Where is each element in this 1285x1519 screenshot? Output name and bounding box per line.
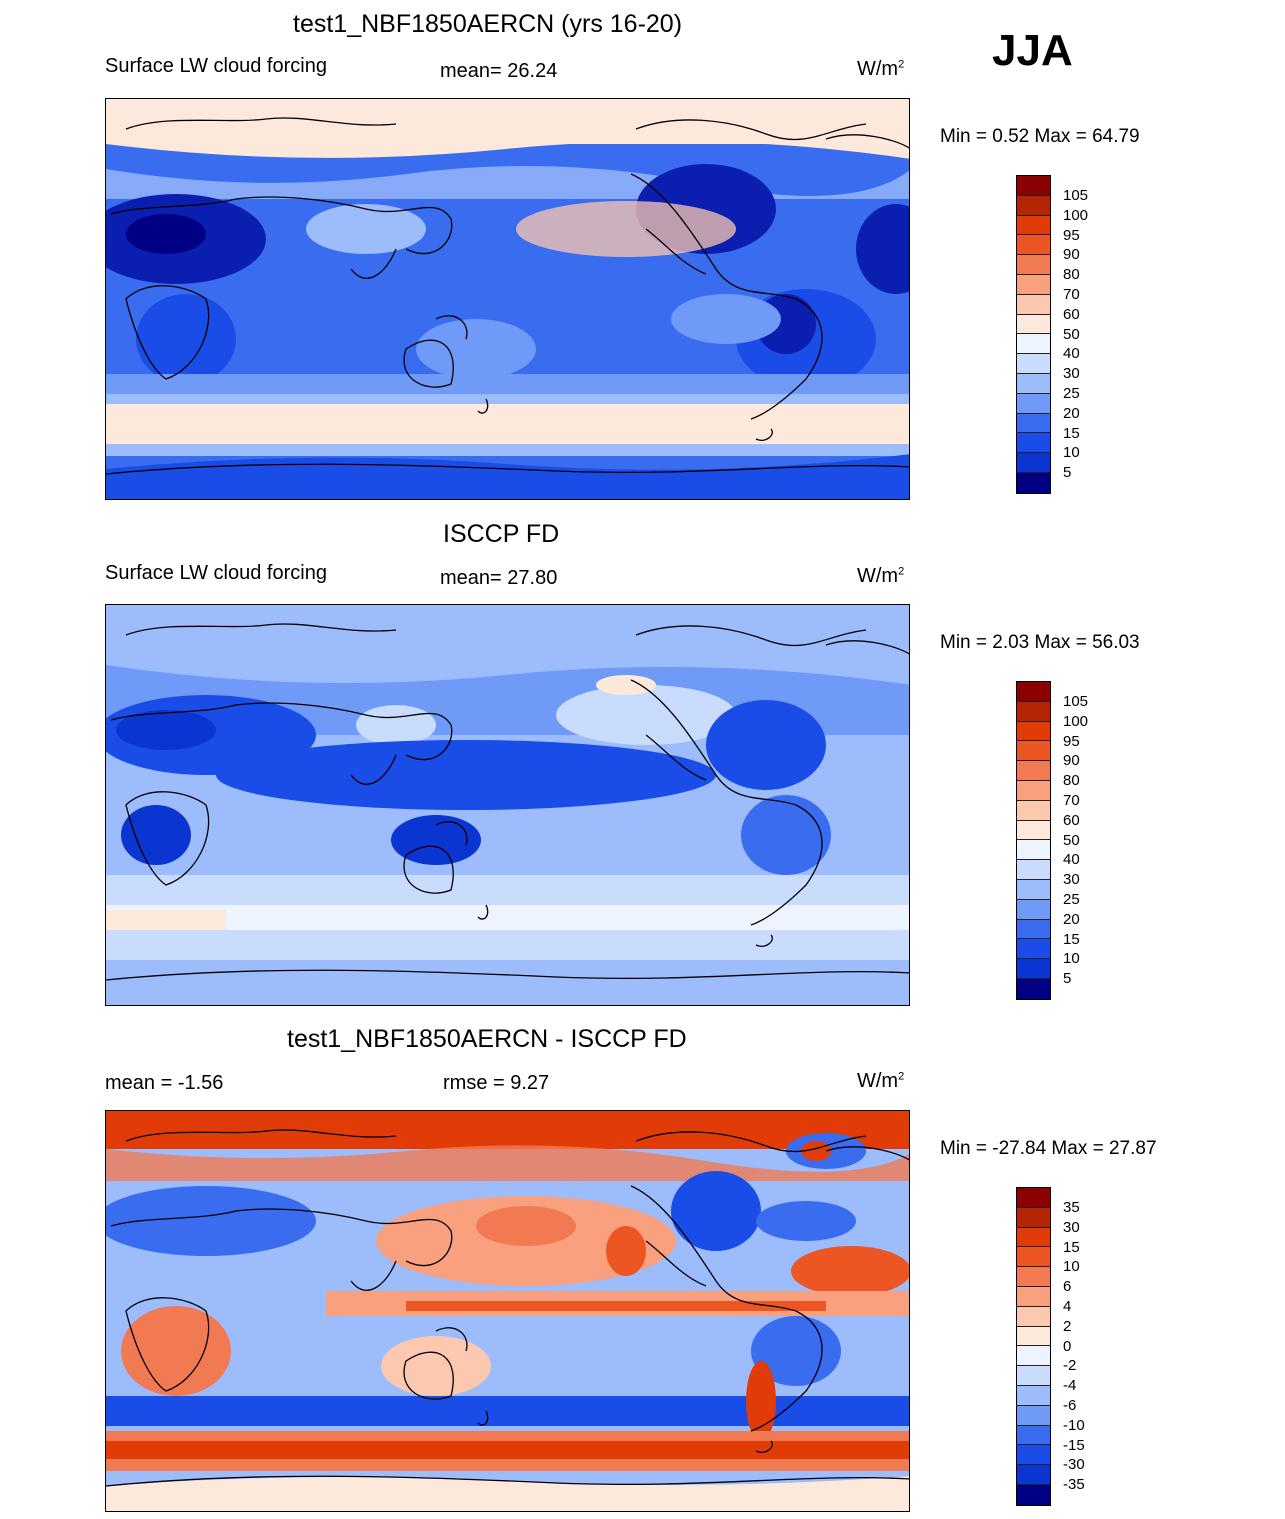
tick: 35 — [1063, 1199, 1080, 1216]
tick: 30 — [1063, 365, 1080, 383]
tick: -2 — [1063, 1357, 1077, 1375]
obs-map — [105, 604, 910, 1006]
tick: 90 — [1063, 246, 1080, 264]
tick: 10 — [1063, 1258, 1080, 1276]
panel2-title: ISCCP FD — [443, 520, 560, 548]
panel1-variable-label: Surface LW cloud forcing — [105, 55, 327, 77]
tick: 0 — [1063, 1337, 1072, 1355]
tick: 25 — [1063, 890, 1080, 908]
tick: 70 — [1063, 285, 1080, 303]
tick: 60 — [1063, 811, 1080, 829]
panel2-min-max: Min = 2.03 Max = 56.03 — [940, 632, 1140, 653]
tick: 10 — [1063, 950, 1080, 968]
tick: 90 — [1063, 752, 1080, 770]
panel1-title: test1_NBF1850AERCN (yrs 16-20) — [293, 10, 683, 38]
panel1-colorbar — [1016, 175, 1051, 494]
tick: 50 — [1063, 831, 1080, 849]
tick: 80 — [1063, 266, 1080, 284]
model-map — [105, 98, 910, 500]
panel3-min-max: Min = -27.84 Max = 27.87 — [940, 1138, 1157, 1159]
panel1-mean: mean= 26.24 — [440, 60, 558, 82]
panel3-unit: W/m2 — [857, 1070, 905, 1092]
tick: 15 — [1063, 930, 1080, 948]
tick: 25 — [1063, 384, 1080, 402]
tick: 20 — [1063, 404, 1080, 422]
tick: 50 — [1063, 325, 1080, 343]
tick: 5 — [1063, 464, 1072, 482]
tick: 15 — [1063, 1238, 1080, 1256]
tick: -30 — [1063, 1456, 1085, 1474]
tick: 105 — [1063, 187, 1089, 204]
tick: 5 — [1063, 970, 1072, 988]
panel3-mean: mean = -1.56 — [105, 1072, 224, 1094]
panel2-mean: mean= 27.80 — [440, 567, 558, 589]
tick: 2 — [1063, 1317, 1072, 1335]
panel2-colorbar — [1016, 681, 1051, 1000]
tick: 70 — [1063, 791, 1080, 809]
panel1-unit: W/m2 — [857, 58, 905, 80]
tick: 30 — [1063, 871, 1080, 889]
panel2-variable-label: Surface LW cloud forcing — [105, 562, 327, 584]
tick: 6 — [1063, 1278, 1072, 1296]
tick: 40 — [1063, 345, 1080, 363]
tick: -10 — [1063, 1416, 1085, 1434]
difference-map — [105, 1110, 910, 1512]
tick: 15 — [1063, 424, 1080, 442]
tick: -15 — [1063, 1436, 1085, 1454]
tick: 40 — [1063, 851, 1080, 869]
tick: 30 — [1063, 1218, 1080, 1236]
panel1-min-max: Min = 0.52 Max = 64.79 — [940, 126, 1140, 147]
tick: -6 — [1063, 1396, 1077, 1414]
panel2-unit: W/m2 — [857, 565, 905, 587]
season-label: JJA — [992, 26, 1073, 75]
tick: 95 — [1063, 732, 1080, 750]
tick: 60 — [1063, 305, 1080, 323]
panel1-colorbar-ticks: 105 100 95 90 80 70 60 50 40 30 25 20 15… — [1063, 186, 1088, 483]
panel3-title: test1_NBF1850AERCN - ISCCP FD — [287, 1025, 687, 1053]
panel3-rmse: rmse = 9.27 — [443, 1072, 550, 1094]
tick: 100 — [1063, 712, 1089, 730]
tick: 4 — [1063, 1297, 1072, 1315]
tick: 20 — [1063, 910, 1080, 928]
tick: 80 — [1063, 772, 1080, 790]
panel3-colorbar — [1016, 1187, 1051, 1506]
tick: 95 — [1063, 226, 1080, 244]
tick: -4 — [1063, 1377, 1077, 1395]
panel3-colorbar-ticks: 35 30 15 10 6 4 2 0 -2 -4 -6 -10 -15 -30… — [1063, 1198, 1085, 1495]
tick: 100 — [1063, 206, 1089, 224]
panel2-colorbar-ticks: 105 100 95 90 80 70 60 50 40 30 25 20 15… — [1063, 692, 1088, 989]
tick: 10 — [1063, 444, 1080, 462]
tick: -35 — [1063, 1476, 1085, 1494]
tick: 105 — [1063, 693, 1089, 710]
